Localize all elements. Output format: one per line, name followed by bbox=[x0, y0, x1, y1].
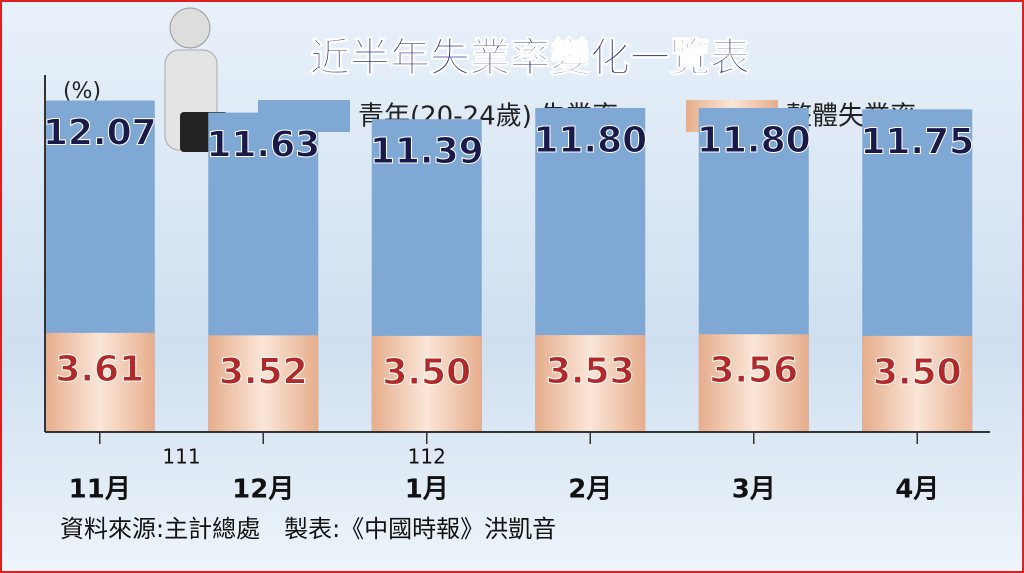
value-label: 11.63 bbox=[206, 125, 320, 166]
bar bbox=[371, 335, 482, 432]
value-label: 3.61 bbox=[55, 349, 144, 390]
value-label: 11.80 bbox=[533, 120, 647, 161]
bar bbox=[698, 334, 809, 432]
bar bbox=[535, 335, 646, 432]
value-label: 3.50 bbox=[382, 352, 471, 393]
value-label: 11.39 bbox=[370, 131, 484, 172]
y-axis-label: (%) bbox=[63, 79, 101, 104]
x-tick-label: 3月 bbox=[732, 475, 776, 505]
value-label: 3.52 bbox=[219, 351, 308, 392]
value-label: 11.75 bbox=[860, 121, 974, 162]
bar bbox=[44, 332, 155, 432]
value-label: 12.07 bbox=[43, 113, 157, 154]
bar bbox=[208, 335, 319, 432]
value-label: 3.53 bbox=[546, 351, 635, 392]
value-label: 11.80 bbox=[697, 120, 811, 161]
x-tick-label: 11月 bbox=[69, 475, 131, 505]
x-tick-label: 1月 bbox=[405, 475, 449, 505]
value-label: 3.56 bbox=[709, 350, 798, 391]
x-tick-label: 12月 bbox=[232, 475, 294, 505]
chart-title: 近半年失業率變化一覽表 bbox=[310, 35, 750, 81]
value-label: 3.50 bbox=[873, 352, 962, 393]
bar bbox=[862, 335, 973, 432]
year-label: 112 bbox=[408, 445, 446, 469]
source-note: 資料來源:主計總處 製表:《中國時報》洪凱音 bbox=[60, 515, 556, 543]
x-tick-label: 4月 bbox=[895, 475, 939, 505]
x-tick-label: 2月 bbox=[568, 475, 612, 505]
year-label: 111 bbox=[162, 445, 200, 469]
